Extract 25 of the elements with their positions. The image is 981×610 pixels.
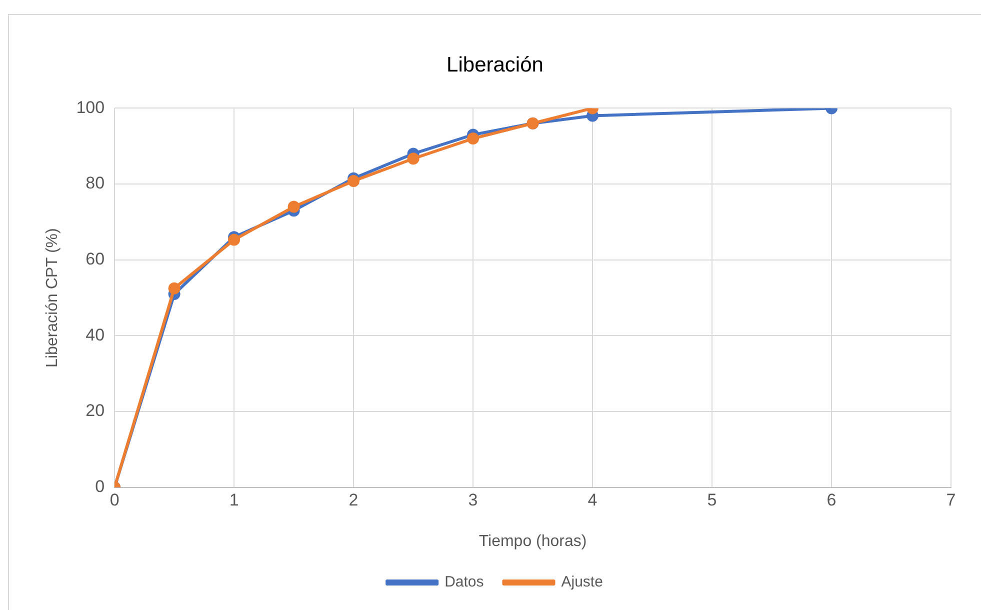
point — [467, 132, 480, 145]
y-tick-label: 40 — [86, 325, 105, 344]
x-tick-label: 2 — [348, 490, 358, 510]
x-tick-label: 5 — [707, 490, 717, 510]
y-tick-label: 0 — [95, 477, 105, 496]
point — [348, 175, 360, 188]
point — [228, 234, 240, 246]
legend-label: Datos — [444, 574, 484, 591]
x-tick-label: 7 — [946, 490, 956, 510]
x-tick-label: 1 — [229, 490, 239, 510]
y-axis-title: Liberación CPT (%) — [44, 228, 62, 368]
point — [407, 152, 420, 165]
x-tick-label: 0 — [110, 490, 120, 510]
y-tick-label: 100 — [76, 98, 105, 117]
point — [288, 200, 300, 213]
x-tick-label: 4 — [588, 490, 598, 510]
x-axis-title: Tiempo (horas) — [478, 532, 587, 550]
chart-title: Liberación — [446, 53, 544, 76]
x-tick-label: 6 — [826, 490, 836, 510]
y-tick-label: 60 — [86, 250, 105, 269]
y-tick-label: 20 — [86, 401, 105, 420]
legend-label: Ajuste — [561, 574, 603, 591]
x-tick-label: 3 — [468, 490, 478, 510]
y-tick-label: 80 — [86, 174, 105, 193]
point — [168, 282, 180, 294]
